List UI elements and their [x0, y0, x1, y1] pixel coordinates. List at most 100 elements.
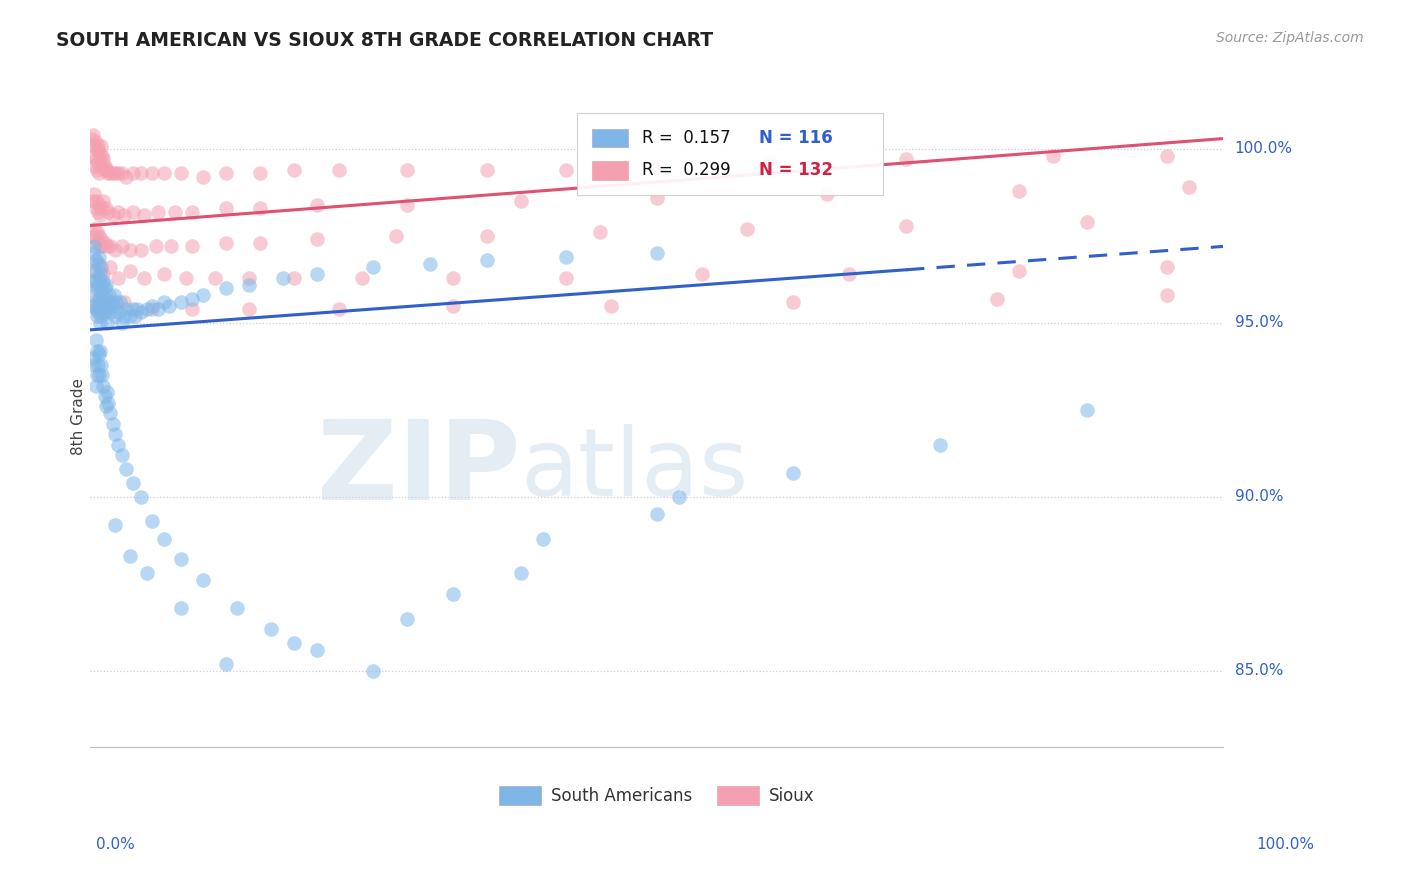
Point [193, 169, 215, 184]
Point [98, 288, 121, 302]
Point [87, 229, 110, 244]
Point [441, 299, 464, 313]
Y-axis label: 8th Grade: 8th Grade [72, 378, 86, 455]
Point [90, 138, 112, 153]
Point [118, 309, 141, 323]
Point [83, 222, 105, 236]
Point [283, 636, 305, 650]
Point [87, 347, 110, 361]
Point [90, 285, 112, 299]
Point [129, 243, 152, 257]
Point [419, 257, 441, 271]
Point [141, 299, 163, 313]
Point [107, 166, 129, 180]
Point [238, 270, 260, 285]
Point [86, 257, 108, 271]
Point [101, 299, 124, 313]
Point [107, 305, 129, 319]
Point [815, 187, 838, 202]
Point [86, 368, 108, 383]
Point [87, 197, 110, 211]
Point [104, 295, 127, 310]
Point [98, 239, 121, 253]
Point [509, 194, 531, 209]
Point [475, 162, 498, 177]
Point [122, 166, 145, 180]
Point [84, 301, 107, 316]
Point [589, 226, 612, 240]
Point [94, 400, 117, 414]
Point [90, 358, 112, 372]
Point [135, 566, 157, 581]
Point [180, 292, 202, 306]
Legend: South Americans, Sioux: South Americans, Sioux [492, 779, 821, 812]
Point [328, 162, 350, 177]
Point [1156, 260, 1178, 275]
Point [86, 226, 108, 240]
Point [93, 378, 115, 392]
Point [100, 295, 122, 310]
Point [91, 301, 114, 316]
Text: 90.0%: 90.0% [1234, 490, 1284, 504]
Point [93, 194, 115, 209]
Point [129, 490, 152, 504]
Point [84, 232, 107, 246]
Point [894, 153, 917, 167]
Point [98, 305, 121, 319]
Text: Source: ZipAtlas.com: Source: ZipAtlas.com [1216, 31, 1364, 45]
Point [328, 301, 350, 316]
Point [555, 270, 578, 285]
Text: 100.0%: 100.0% [1257, 838, 1315, 852]
Point [271, 270, 294, 285]
Point [91, 239, 114, 253]
Point [87, 270, 110, 285]
Point [134, 208, 156, 222]
Point [90, 260, 112, 275]
Point [87, 305, 110, 319]
Point [96, 316, 118, 330]
Point [169, 166, 191, 180]
Point [129, 305, 152, 319]
Point [83, 160, 105, 174]
Point [93, 235, 115, 250]
Point [193, 288, 215, 302]
Point [96, 292, 118, 306]
Point [89, 316, 111, 330]
FancyBboxPatch shape [578, 112, 883, 195]
Point [204, 270, 226, 285]
Text: ZIP: ZIP [318, 417, 520, 524]
Point [249, 166, 271, 180]
Text: N = 116: N = 116 [759, 129, 832, 147]
Point [97, 204, 120, 219]
Point [93, 281, 115, 295]
Point [645, 508, 668, 522]
Point [283, 270, 305, 285]
Point [152, 166, 174, 180]
Point [94, 162, 117, 177]
Point [215, 201, 238, 215]
Point [350, 270, 373, 285]
Point [89, 153, 111, 167]
Point [89, 239, 111, 253]
Point [1042, 149, 1064, 163]
Point [107, 438, 129, 452]
Point [668, 490, 690, 504]
Point [238, 301, 260, 316]
Point [555, 250, 578, 264]
Point [89, 208, 111, 222]
Point [215, 281, 238, 295]
Point [145, 239, 167, 253]
Point [87, 292, 110, 306]
Point [96, 301, 118, 316]
Text: R =  0.157: R = 0.157 [643, 129, 731, 147]
Point [101, 208, 124, 222]
Point [104, 427, 127, 442]
Point [1076, 403, 1098, 417]
Point [94, 277, 117, 292]
Point [83, 299, 105, 313]
Point [82, 229, 104, 244]
Point [122, 475, 145, 490]
Point [87, 277, 110, 292]
Point [361, 260, 384, 275]
Point [86, 309, 108, 323]
